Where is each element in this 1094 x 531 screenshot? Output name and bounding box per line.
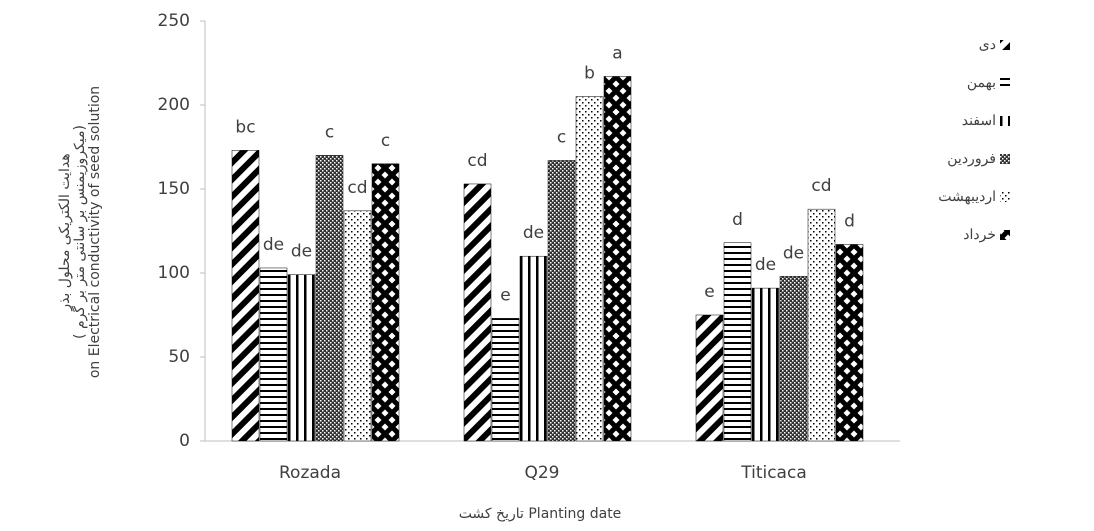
bar-annotation: bc [235,117,255,137]
bar-annotation: c [381,131,390,151]
y-tick-label: 200 [158,95,190,115]
bar [371,163,400,442]
bar [491,318,520,442]
legend-swatch [1000,116,1010,126]
bar-annotation: e [500,285,510,305]
bar [603,76,632,442]
x-axis-label: تاریخ کشت Planting date [459,506,622,522]
bar [575,96,604,442]
y-axis-label: هدایت الکتریکی محلول بذر [57,153,73,311]
bar [807,208,836,442]
bar-annotation: e [704,282,714,302]
bar [259,267,288,442]
bar [835,244,864,442]
bar [779,276,808,442]
x-tick-label: Q29 [524,463,559,483]
legend-label: بهمن [967,75,996,91]
x-tick-label: Rozada [279,463,341,483]
bar-annotation: de [263,235,284,255]
x-tick-label: Titicaca [740,463,807,483]
legend-label: دی [979,37,996,53]
bar [723,242,752,442]
legend-label: اردیبهشت [938,189,996,205]
y-axis-label: on Electrical conductivity of seed solut… [87,86,103,378]
bar [695,314,724,442]
bar-annotation: cd [347,178,367,198]
bar-annotation: cd [811,176,831,196]
bar [231,150,260,442]
bar-annotation: de [291,242,312,262]
legend-swatch [1000,78,1010,88]
bar-annotation: c [557,127,566,147]
bar [287,274,316,442]
bar-annotation: de [783,243,804,263]
bar-annotation: de [523,223,544,243]
legend-label: فروردین [947,151,996,167]
bar-annotation: a [612,43,622,63]
legend-swatch [1000,230,1010,240]
y-tick-label: 100 [158,263,190,283]
bar [519,255,548,442]
bar [343,210,372,442]
bar-annotation: c [325,122,334,142]
bar [547,160,576,442]
bar-annotation: d [732,210,743,230]
y-tick-label: 0 [179,431,190,451]
bar [463,183,492,442]
bar [315,155,344,442]
bar-annotation: de [755,255,776,275]
bar-annotation: cd [467,151,487,171]
y-tick-label: 150 [158,179,190,199]
bar-annotation: b [584,64,595,84]
bar-annotation: d [844,211,855,231]
legend-label: اسفند [962,113,996,129]
y-axis-label: ( میکروزیمنس بر سانتی متر بر گرم) [71,125,88,339]
y-tick-label: 50 [168,347,190,367]
legend-swatch [1000,192,1010,202]
legend-swatch [1000,40,1010,50]
bar [751,287,780,442]
legend-swatch [1000,154,1010,164]
legend-label: خرداد [963,227,996,243]
y-tick-label: 250 [158,11,190,31]
